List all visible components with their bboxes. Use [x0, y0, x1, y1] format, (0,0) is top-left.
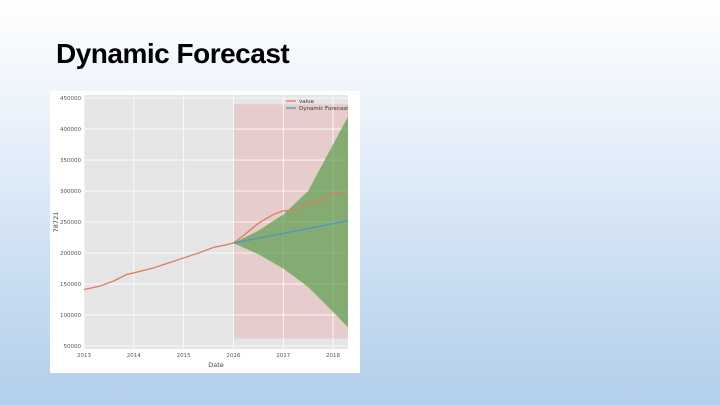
y-tick-label: 150000 [60, 282, 81, 288]
forecast-chart: 50000 100000 150000 200000 250000 300000 35000… [50, 91, 360, 373]
x-tick-labels: 2013 2014 2015 2016 2017 2018 [77, 353, 341, 359]
x-tick-label: 2014 [127, 353, 141, 359]
y-tick-label: 300000 [60, 189, 81, 195]
grid-lines [83, 95, 348, 349]
y-tick-labels: 50000 100000 150000 200000 250000 300000 35000… [60, 96, 81, 350]
legend-label-value: value [299, 99, 315, 105]
y-tick-label: 450000 [60, 96, 81, 102]
series-line-dynamic-forecast [233, 220, 349, 244]
series-line-value [83, 192, 346, 291]
y-tick-label: 400000 [60, 127, 81, 133]
x-tick-label: 2013 [77, 353, 91, 359]
y-tick-label: 250000 [60, 220, 81, 226]
y-tick-label: 200000 [60, 251, 81, 257]
chart-svg: 50000 100000 150000 200000 250000 300000 35000… [52, 95, 349, 369]
x-tick-label: 2016 [226, 353, 240, 359]
y-axis-label: 78721 [52, 212, 60, 233]
x-tick-label: 2017 [276, 353, 290, 359]
y-tick-label: 50000 [64, 344, 82, 350]
legend-label-dynamic-forecast: Dynamic Forecast [299, 106, 349, 112]
confidence-interval-area [233, 116, 348, 328]
x-axis-label: Date [208, 361, 224, 369]
y-tick-label: 350000 [60, 158, 81, 164]
y-tick-label: 100000 [60, 313, 81, 319]
x-tick-label: 2015 [177, 353, 191, 359]
slide-title: Dynamic Forecast [56, 38, 290, 69]
x-tick-label: 2018 [326, 353, 340, 359]
legend: value Dynamic Forecast [286, 99, 349, 112]
